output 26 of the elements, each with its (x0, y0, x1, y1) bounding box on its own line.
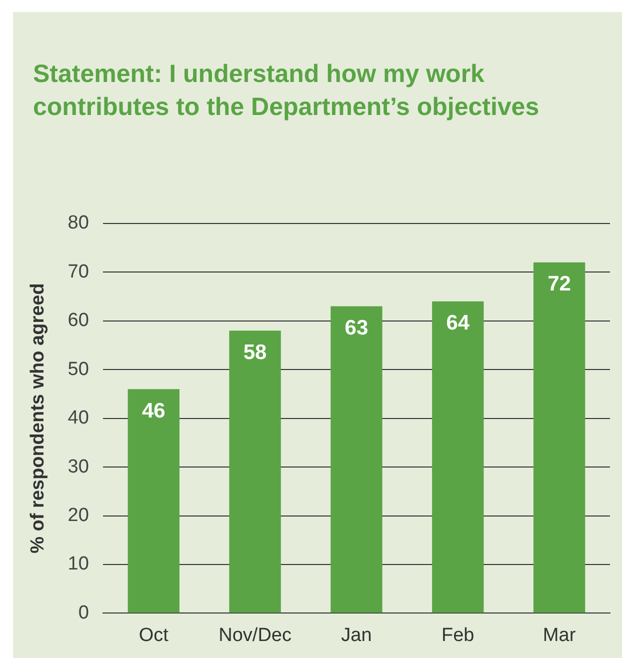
data-label: 63 (344, 316, 368, 340)
y-axis-title: % of respondents who agreed (28, 283, 49, 554)
data-label: 64 (446, 312, 470, 335)
y-tick-label: 50 (68, 358, 89, 380)
y-tick-label: 10 (68, 554, 89, 575)
chart-title: Statement: I understand how my work contributes to the Department’s objectives (33, 59, 540, 123)
x-tick-label: Oct (138, 624, 170, 646)
y-tick-label: 40 (68, 408, 89, 429)
bar (533, 262, 586, 613)
data-label: 46 (142, 399, 166, 422)
bar (432, 301, 484, 613)
data-label: 58 (243, 340, 268, 364)
y-tick-label: 60 (68, 310, 89, 332)
bar (330, 306, 382, 613)
bar (128, 389, 180, 613)
y-tick-label: 70 (68, 261, 89, 282)
x-tick-label: Mar (542, 624, 576, 646)
y-tick-label: 30 (68, 456, 89, 478)
y-tick-label: 0 (78, 602, 89, 624)
x-tick-label: Jan (341, 624, 372, 646)
x-tick-label: Nov/Dec (218, 624, 292, 646)
y-tick-label: 20 (68, 504, 89, 526)
bar (229, 330, 281, 613)
data-label: 72 (548, 272, 571, 296)
y-tick-label: 80 (68, 212, 89, 234)
x-tick-label: Feb (442, 624, 474, 646)
